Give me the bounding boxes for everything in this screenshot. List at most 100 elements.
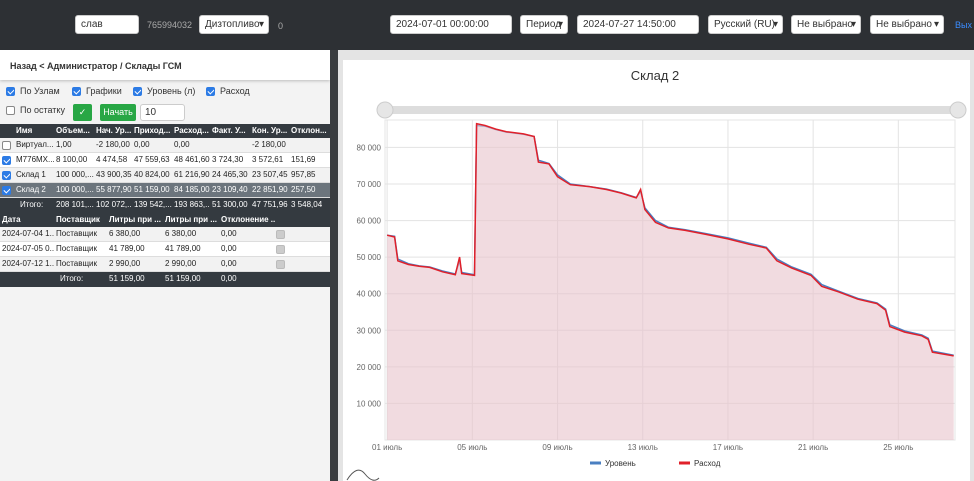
table-cell: 957,85 — [291, 170, 316, 179]
period-text: Период — [526, 19, 562, 30]
period-button[interactable]: Период — [520, 15, 568, 34]
line — [386, 122, 954, 357]
column-header: Нач. Ур... — [96, 126, 132, 135]
table-cell: 0,00 — [221, 229, 237, 238]
option-label: Расход — [220, 86, 250, 96]
date-to[interactable]: 2024-07-27 14:50:00 — [577, 15, 699, 34]
table-cell: 1,00 — [56, 140, 72, 149]
table-cell: 22 851,90 — [252, 185, 288, 194]
checkbox[interactable] — [6, 106, 15, 115]
legend-label: Уровень — [605, 459, 636, 468]
count-text: 0 — [278, 21, 284, 31]
table-cell: 2 990,00 — [165, 259, 197, 268]
table-cell: 2024-07-04 1... — [2, 229, 54, 238]
x-tick-label: 13 июль — [628, 443, 658, 452]
chart: Склад 2 10 000 20 000 30 000 40 000 50 000 60… — [346, 68, 967, 481]
start-button[interactable]: Начать — [100, 104, 136, 121]
x-tick-label: 09 июль — [542, 443, 572, 452]
table-cell: -2 180,00 — [252, 140, 286, 149]
table-row — [0, 183, 330, 198]
fuel-text: Дизтопливо — [205, 19, 260, 30]
logout-link[interactable]: Вых — [955, 20, 972, 30]
checkbox[interactable] — [72, 87, 81, 96]
apply-button[interactable]: ✓ — [73, 104, 92, 121]
table-cell: Поставщик — [56, 259, 98, 268]
filter-select[interactable]: Не выбрано — [791, 15, 861, 34]
total-cell: Итого: — [60, 274, 84, 283]
total-row — [0, 272, 330, 287]
breadcrumb: Назад < Администратор / Склады ГСМ — [0, 50, 330, 80]
row-checkbox[interactable] — [2, 171, 11, 180]
table-cell: 23 507,45 — [252, 170, 288, 179]
table-row — [0, 242, 330, 257]
x-tick-label: 21 июль — [798, 443, 828, 452]
x-tick-label: 01 июль — [372, 443, 402, 452]
fuel-select[interactable]: Дизтопливо — [199, 15, 269, 34]
table-row — [0, 153, 330, 168]
slider-handle[interactable] — [376, 101, 394, 119]
checkbox[interactable] — [133, 87, 142, 96]
total-cell: 51 159,00 — [109, 274, 145, 283]
option-label: Графики — [86, 86, 122, 96]
table-cell: Склад 1 — [16, 170, 46, 179]
total-row — [0, 198, 330, 213]
table-cell: 0,00 — [221, 244, 237, 253]
checkbox[interactable] — [206, 87, 215, 96]
total-cell: 47 751,96 — [252, 200, 288, 209]
table-cell: 0,00 — [221, 259, 237, 268]
range-slider[interactable] — [385, 106, 958, 114]
total-cell: 3 548,04 — [291, 200, 323, 209]
y-tick-label: 10 000 — [357, 399, 382, 408]
language-text: Русский (RU) — [714, 19, 775, 30]
column-header: Отклон... — [291, 126, 327, 135]
table-row — [0, 257, 330, 272]
checkbox[interactable] — [6, 87, 15, 96]
language-select[interactable]: Русский (RU) — [708, 15, 783, 34]
limit-input[interactable]: 10 — [140, 104, 185, 121]
table-header — [0, 124, 330, 138]
table-cell: 3 572,61 — [252, 155, 284, 164]
search-input[interactable]: слав — [75, 15, 139, 34]
option-label: Уровень (л) — [147, 86, 196, 96]
slider-handle[interactable] — [949, 101, 967, 119]
table-cell: 100 000,... — [56, 185, 94, 194]
table-row — [0, 168, 330, 183]
row-checkbox[interactable] — [2, 156, 11, 165]
y-tick-label: 80 000 — [357, 143, 382, 152]
column-header: Поставщик — [56, 215, 100, 224]
table-cell: Виртуал... — [16, 140, 54, 149]
filter-select[interactable]: Не выбрано — [870, 15, 944, 34]
y-tick-label: 20 000 — [357, 363, 382, 372]
total-cell: 208 101,... — [56, 200, 94, 209]
table-cell: 257,50 — [291, 185, 316, 194]
row-checkbox[interactable] — [2, 141, 11, 150]
area — [387, 123, 954, 440]
row-checkbox[interactable] — [2, 186, 11, 195]
row-checkbox — [276, 230, 285, 239]
table-cell: Склад 2 — [16, 185, 46, 194]
table-cell: 40 824,00 — [134, 170, 170, 179]
row-checkbox — [276, 260, 285, 269]
total-cell: Итого: — [20, 200, 44, 209]
table-cell: 4 474,58 — [96, 155, 128, 164]
column-header: Отклонение ... — [221, 215, 275, 224]
table-cell: М776МХ... — [16, 155, 54, 164]
option-label: По Узлам — [20, 86, 60, 96]
filter-text: Не выбрано — [797, 19, 853, 30]
divider — [330, 50, 338, 481]
column-header: Имя — [16, 126, 33, 135]
table-cell: 84 185,00 — [174, 185, 210, 194]
table-cell: -2 180,00 — [96, 140, 130, 149]
table-cell: 3 724,30 — [212, 155, 244, 164]
table-cell: 6 380,00 — [109, 229, 141, 238]
column-header: Кон. Ур... — [252, 126, 288, 135]
legend-label: Расход — [694, 459, 721, 468]
table-header — [0, 213, 330, 227]
table-cell: 61 216,90 — [174, 170, 210, 179]
table-cell: Поставщик — [56, 229, 98, 238]
date-from[interactable]: 2024-07-01 00:00:00 — [390, 15, 512, 34]
table-cell: 47 559,63 — [134, 155, 170, 164]
table-cell: 151,69 — [291, 155, 316, 164]
x-tick-label: 05 июль — [457, 443, 487, 452]
